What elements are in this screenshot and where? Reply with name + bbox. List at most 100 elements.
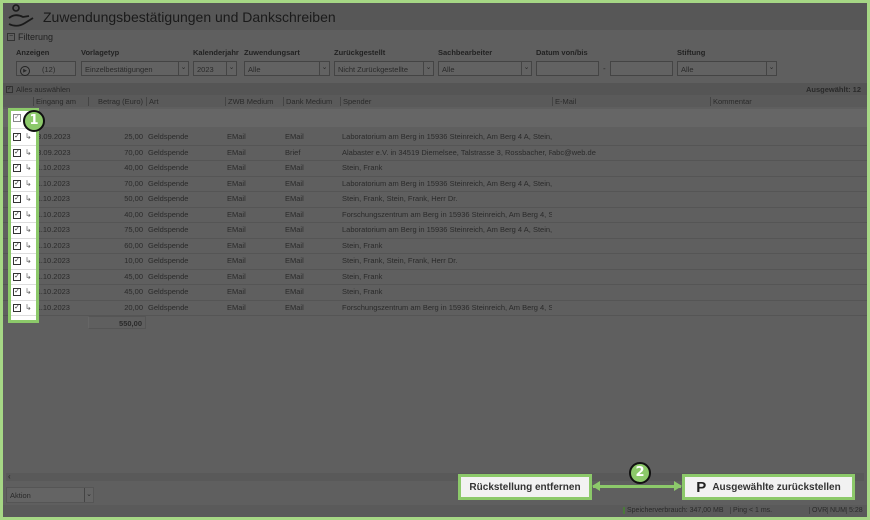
row-date: 11.10.2023 <box>33 178 70 188</box>
table-row[interactable]: 11.10.2023 40,00 Geldspende EMail EMail Stein… <box>3 161 867 177</box>
anzeigen-button[interactable]: ▶ (12) <box>16 61 76 76</box>
row-spender: Stein, Frank <box>342 240 383 250</box>
anzeigen-count: (12) <box>42 65 56 74</box>
row-dank: EMail <box>285 209 304 219</box>
donation-hand-icon <box>8 3 34 27</box>
col-dank[interactable]: Dank Medium <box>283 97 340 106</box>
row-checkbox[interactable]: ✓ <box>13 210 21 219</box>
chevron-down-icon: ⌄ <box>319 62 329 75</box>
zuwendungsart-label: Zuwendungsart <box>244 48 300 57</box>
row-spender: Forschungszentrum am Berg in 15936 Stein… <box>342 209 552 219</box>
row-checkbox[interactable]: ✓ <box>13 148 21 157</box>
horizontal-scrollbar[interactable]: ‹ <box>6 472 864 481</box>
row-checkbox[interactable]: ✓ <box>13 257 21 265</box>
row-select: ✓ ↳ <box>11 223 36 239</box>
row-zwb: EMail <box>227 147 246 157</box>
child-arrow-icon: ↳ <box>25 225 32 234</box>
row-select: ✓ ↳ <box>11 301 36 316</box>
table-row[interactable]: 11.10.2023 45,00 Geldspende EMail EMail Stein… <box>3 285 867 301</box>
table-row[interactable]: 28.09.2023 25,00 Geldspende EMail EMail Labor… <box>3 130 867 146</box>
table-row[interactable]: 11.10.2023 40,00 Geldspende EMail EMail Forsc… <box>3 208 867 223</box>
row-checkbox[interactable]: ✓ <box>13 226 21 234</box>
table-row[interactable]: 11.10.2023 60,00 Geldspende EMail EMail Stein… <box>3 239 867 254</box>
row-zwb: EMail <box>227 178 246 188</box>
scroll-left-icon[interactable]: ‹ <box>8 472 11 481</box>
aktion-select[interactable]: Aktion ⌄ <box>6 487 94 503</box>
row-checkbox[interactable]: ✓ <box>13 241 21 250</box>
row-date: 11.10.2023 <box>33 225 70 234</box>
row-date: 11.10.2023 <box>33 240 70 250</box>
table-row[interactable]: 11.10.2023 50,00 Geldspende EMail EMail Stein… <box>3 192 867 208</box>
app-window: Zuwendungsbestätigungen und Dankschreibe… <box>3 3 867 517</box>
stiftung-select[interactable]: Alle ⌄ <box>677 61 777 76</box>
row-date: 11.10.2023 <box>33 271 70 281</box>
row-amount: 40,00 <box>124 209 143 219</box>
col-kommentar[interactable]: Kommentar <box>710 97 860 106</box>
row-select: ✓ ↳ <box>11 270 36 285</box>
row-checkbox[interactable]: ✓ <box>13 272 21 281</box>
select-all-label[interactable]: Alles auswählen <box>16 84 71 94</box>
child-arrow-icon: ↳ <box>25 287 32 296</box>
zurueckgestellt-select[interactable]: Nicht Zurückgestellte ⌄ <box>334 61 434 76</box>
row-zwb: EMail <box>227 132 246 141</box>
datum-von-input[interactable] <box>536 61 599 76</box>
row-dank: Brief <box>285 147 301 157</box>
col-zwb[interactable]: ZWB Medium <box>225 97 283 106</box>
row-checkbox[interactable]: ✓ <box>13 133 21 141</box>
row-date: 11.10.2023 <box>33 163 70 172</box>
remove-deferral-button[interactable]: Rückstellung entfernen <box>458 474 592 500</box>
row-art: Geldspende <box>148 209 189 219</box>
row-zwb: EMail <box>227 256 246 265</box>
row-dank: EMail <box>285 225 304 234</box>
table-row[interactable]: 28.09.2023 70,00 Geldspende EMail Brief Alaba… <box>3 146 867 161</box>
col-spender[interactable]: Spender <box>340 97 552 106</box>
ping-status: Ping < 1 ms. <box>730 507 772 514</box>
row-dank: EMail <box>285 240 304 250</box>
table-row[interactable]: 11.10.2023 20,00 Geldspende EMail EMail Forsc… <box>3 301 867 316</box>
child-arrow-icon: ↳ <box>25 194 32 203</box>
table-row[interactable]: 11.10.2023 75,00 Geldspende EMail EMail Labor… <box>3 223 867 239</box>
row-zwb: EMail <box>227 287 246 296</box>
zuwendungsart-value: Alle <box>248 65 261 74</box>
table-row[interactable]: 11.10.2023 10,00 Geldspende EMail EMail Stein… <box>3 254 867 270</box>
row-amount: 70,00 <box>124 147 143 157</box>
total-amount: 550,00 <box>88 316 146 329</box>
defer-selected-button[interactable]: P Ausgewählte zurückstellen <box>682 474 855 500</box>
row-checkbox[interactable]: ✓ <box>13 179 21 188</box>
row-dank: EMail <box>285 271 304 281</box>
row-amount: 25,00 <box>124 132 143 141</box>
vorlagetyp-value: Einzelbestätigungen <box>85 65 153 74</box>
row-amount: 20,00 <box>124 302 143 312</box>
datum-bis-input[interactable] <box>610 61 673 76</box>
group-checkbox[interactable]: ✓ <box>13 114 21 122</box>
col-art[interactable]: Art <box>146 97 225 106</box>
chevron-down-icon: ⌄ <box>521 62 531 75</box>
select-all-checkbox[interactable]: ✓ <box>6 85 13 93</box>
row-checkbox[interactable]: ✓ <box>13 288 21 296</box>
col-eingang[interactable]: Eingang am <box>33 97 88 106</box>
aktion-value: Aktion <box>10 491 31 500</box>
row-art: Geldspende <box>148 163 189 172</box>
row-art: Geldspende <box>148 194 189 203</box>
table-row[interactable]: 11.10.2023 70,00 Geldspende EMail EMail Labor… <box>3 177 867 192</box>
zuwendungsart-select[interactable]: Alle ⌄ <box>244 61 330 76</box>
col-betrag[interactable]: Betrag (Euro) <box>88 97 146 106</box>
col-email[interactable]: E-Mail <box>552 97 710 106</box>
row-checkbox[interactable]: ✓ <box>13 195 21 203</box>
kalenderjahr-select[interactable]: 2023 ⌄ <box>193 61 237 76</box>
sachbearbeiter-select[interactable]: Alle ⌄ <box>438 61 532 76</box>
row-spender: Stein, Frank <box>342 287 383 296</box>
row-checkbox[interactable]: ✓ <box>13 164 21 172</box>
table-row[interactable]: 11.10.2023 45,00 Geldspende EMail EMail Stein… <box>3 270 867 285</box>
row-select: ✓ ↳ <box>11 285 36 301</box>
arrow-right-icon <box>674 481 682 491</box>
row-checkbox[interactable]: ✓ <box>13 303 21 312</box>
filter-toggle[interactable]: − Filterung <box>7 32 53 42</box>
anzeigen-label: Anzeigen <box>16 48 50 57</box>
title-bar: Zuwendungsbestätigungen und Dankschreibe… <box>3 3 867 30</box>
row-select: ✓ ↳ <box>11 161 36 177</box>
chevron-down-icon: ⌄ <box>766 62 776 75</box>
row-art: Geldspende <box>148 256 189 265</box>
vorlagetyp-select[interactable]: Einzelbestätigungen ⌄ <box>81 61 189 76</box>
selected-count: Ausgewählt: 12 <box>805 84 861 94</box>
